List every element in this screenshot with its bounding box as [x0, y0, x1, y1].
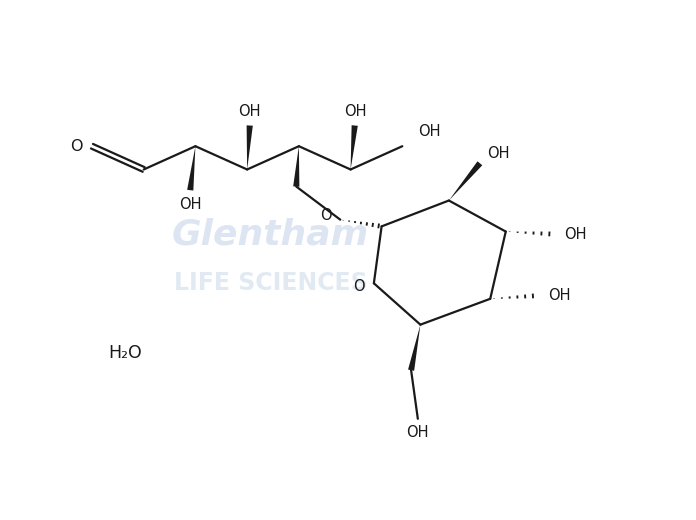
Text: LIFE SCIENCES: LIFE SCIENCES	[173, 271, 367, 295]
Text: OH: OH	[179, 197, 202, 212]
Text: O: O	[320, 208, 331, 223]
Polygon shape	[246, 125, 253, 170]
Text: O: O	[70, 139, 83, 154]
Text: OH: OH	[345, 104, 367, 119]
Text: O: O	[354, 279, 365, 294]
Text: Glentham: Glentham	[172, 217, 369, 251]
Text: OH: OH	[239, 104, 261, 119]
Polygon shape	[351, 125, 358, 170]
Polygon shape	[187, 146, 196, 190]
Text: OH: OH	[548, 288, 570, 303]
Text: OH: OH	[564, 227, 587, 242]
Polygon shape	[293, 146, 299, 187]
Text: H₂O: H₂O	[109, 344, 143, 362]
Text: OH: OH	[487, 147, 509, 162]
Polygon shape	[449, 161, 482, 201]
Text: OH: OH	[418, 124, 441, 139]
Text: OH: OH	[406, 425, 429, 440]
Polygon shape	[408, 324, 420, 371]
